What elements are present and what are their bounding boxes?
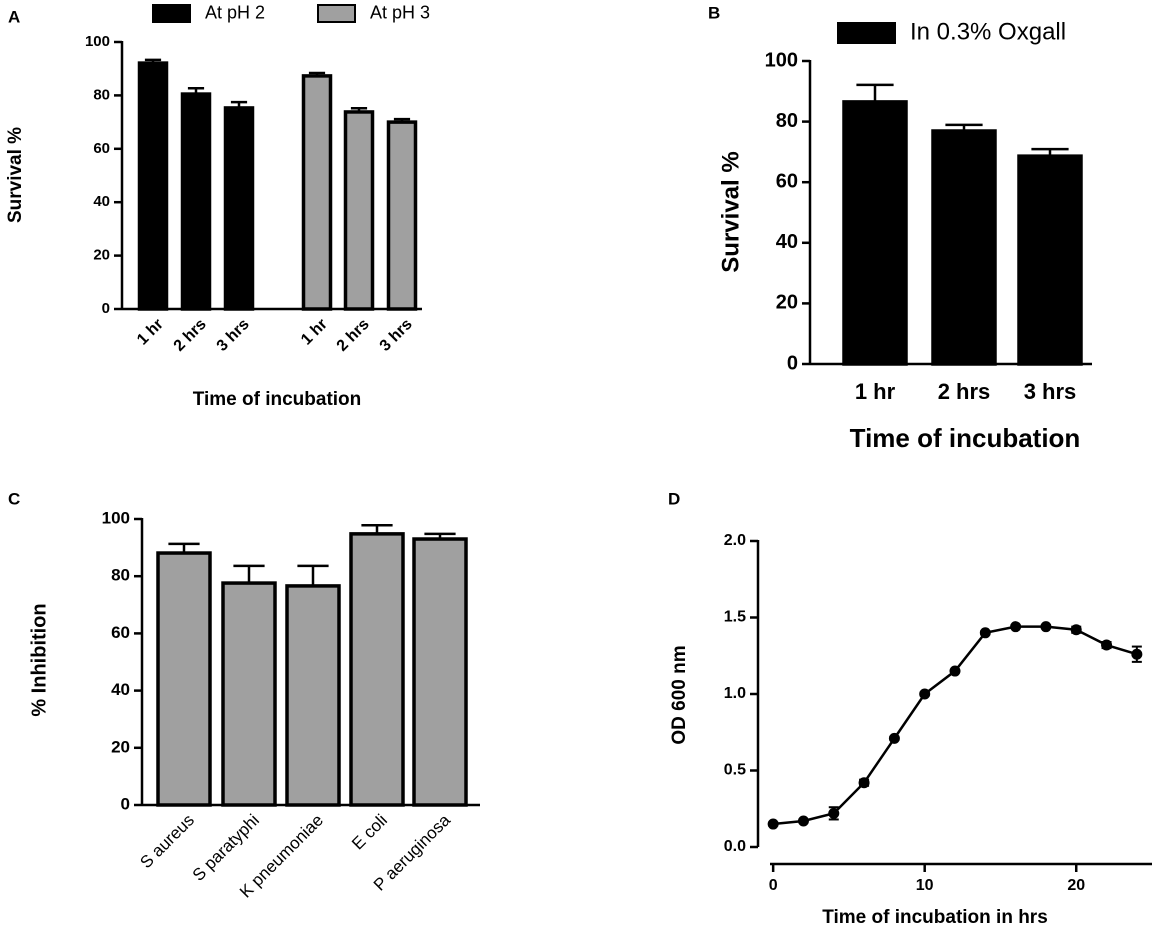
bar	[156, 551, 212, 807]
y-tick-label: 40	[93, 193, 110, 210]
y-tick-label: 100	[102, 508, 130, 527]
x-tick-label: S aureus	[136, 811, 198, 873]
bar	[931, 129, 997, 366]
point	[1040, 621, 1052, 633]
y-tick-label: 80	[111, 566, 130, 585]
y-tick-label: 60	[111, 623, 130, 642]
x-tick-label: 1 hr	[855, 379, 896, 404]
x-tick-label: 0	[769, 877, 778, 894]
legend-label: In 0.3% Oxgall	[910, 18, 1066, 45]
panel-label: D	[668, 489, 680, 508]
point	[979, 627, 991, 639]
y-tick-label: 20	[776, 292, 798, 314]
x-tick-label: 2 hrs	[938, 379, 991, 404]
legend-swatch	[317, 4, 356, 23]
point	[1131, 648, 1143, 660]
x-tick-label: 20	[1067, 877, 1085, 894]
point	[949, 665, 961, 677]
y-tick-label: 1.5	[724, 609, 746, 626]
point	[828, 807, 840, 819]
x-axis-title: Time of incubation	[193, 389, 362, 410]
y-tick-label: 60	[776, 170, 798, 192]
x-axis-title: Time of incubation	[850, 423, 1081, 453]
y-tick-label: 40	[111, 680, 130, 699]
y-tick-label: 1.0	[724, 685, 746, 702]
point	[797, 815, 809, 827]
bar	[343, 110, 375, 311]
bar	[301, 74, 333, 311]
x-tick-label: 3 hrs	[1024, 379, 1077, 404]
y-tick-label: 60	[93, 140, 110, 157]
point	[919, 688, 931, 700]
y-tick-label: 0	[787, 352, 798, 374]
point	[1101, 639, 1113, 651]
y-tick-label: 80	[93, 86, 110, 103]
legend-swatch	[152, 4, 191, 23]
y-tick-label: 0	[102, 300, 110, 317]
y-tick-label: 20	[111, 737, 130, 756]
x-axis-title: Time of incubation in hrs	[822, 907, 1048, 928]
legend-swatch	[837, 22, 896, 44]
bar	[137, 61, 169, 311]
y-tick-label: 2.0	[724, 532, 746, 549]
y-tick-label: 20	[93, 247, 110, 264]
legend-label: At pH 2	[205, 2, 265, 22]
line	[773, 625, 1138, 826]
point	[858, 777, 870, 789]
y-tick-label: 40	[776, 231, 798, 253]
bar	[349, 532, 405, 807]
x-tick-label: E coli	[348, 811, 391, 854]
bar	[1017, 154, 1083, 366]
y-tick-label: 0.5	[724, 762, 746, 779]
y-axis-title: % Inhibition	[28, 603, 50, 716]
bar	[412, 537, 468, 807]
y-tick-label: 0.0	[724, 838, 746, 855]
bar	[386, 120, 418, 311]
bar	[180, 92, 212, 311]
point	[888, 732, 900, 744]
y-axis-title: Survival %	[717, 151, 744, 272]
panel-label: B	[708, 3, 720, 22]
y-tick-label: 0	[121, 794, 130, 813]
y-axis-title: Survival %	[5, 127, 26, 223]
y-axis-title: OD 600 nm	[669, 645, 690, 744]
panel-label: A	[8, 7, 20, 26]
bar	[223, 106, 255, 311]
panel-label: C	[8, 489, 20, 508]
x-tick-label: 2 hrs	[334, 316, 373, 355]
y-tick-label: 100	[85, 33, 110, 50]
x-tick-label: 3 hrs	[214, 316, 253, 355]
bar	[285, 584, 341, 807]
bar	[842, 100, 908, 366]
point	[1010, 621, 1022, 633]
bar	[221, 581, 277, 807]
x-tick-label: 3 hrs	[377, 316, 416, 355]
point	[1070, 624, 1082, 636]
y-tick-label: 80	[776, 110, 798, 132]
x-tick-label: 1 hr	[134, 316, 167, 349]
y-tick-label: 100	[765, 49, 798, 71]
x-tick-label: 2 hrs	[171, 316, 210, 355]
x-tick-label: 1 hr	[298, 316, 331, 349]
legend-label: At pH 3	[370, 2, 430, 22]
point	[767, 818, 779, 830]
x-tick-label: 10	[916, 877, 934, 894]
